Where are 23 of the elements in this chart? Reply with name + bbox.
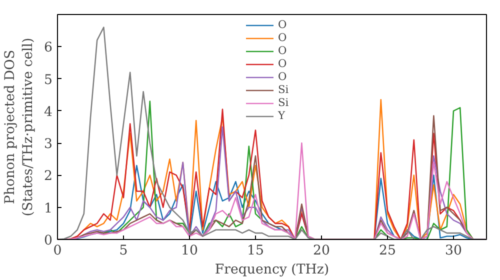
legend-label: O <box>278 57 288 70</box>
y-tick-label: 3 <box>44 137 53 152</box>
y-tick-label: 4 <box>44 104 53 120</box>
y-tick-label: 5 <box>44 72 53 88</box>
legend-label: O <box>278 44 288 57</box>
x-tick-label: 25 <box>379 244 396 258</box>
x-tick-label: 20 <box>313 244 330 258</box>
y-tick-label: 0 <box>44 234 53 248</box>
y-tick-label: 1 <box>44 201 53 216</box>
x-tick-label: 30 <box>445 244 462 258</box>
x-tick-label: 10 <box>181 244 198 258</box>
legend-label: O <box>278 18 288 31</box>
legend-label: Si <box>278 83 290 96</box>
y-tick-label: 2 <box>44 169 53 184</box>
legend-label: Y <box>278 109 286 122</box>
legend-label: O <box>278 70 288 83</box>
x-axis-title: Frequency (THz) <box>214 262 330 278</box>
y-tick-label: 6 <box>44 40 53 56</box>
y-axis-title: Phonon projected DOS (States/THz·primitive cell) <box>3 38 36 216</box>
x-tick-label: 15 <box>247 244 264 258</box>
x-tick-label: 5 <box>119 244 128 258</box>
legend-label: O <box>278 31 288 44</box>
legend-label: Si <box>278 96 290 109</box>
